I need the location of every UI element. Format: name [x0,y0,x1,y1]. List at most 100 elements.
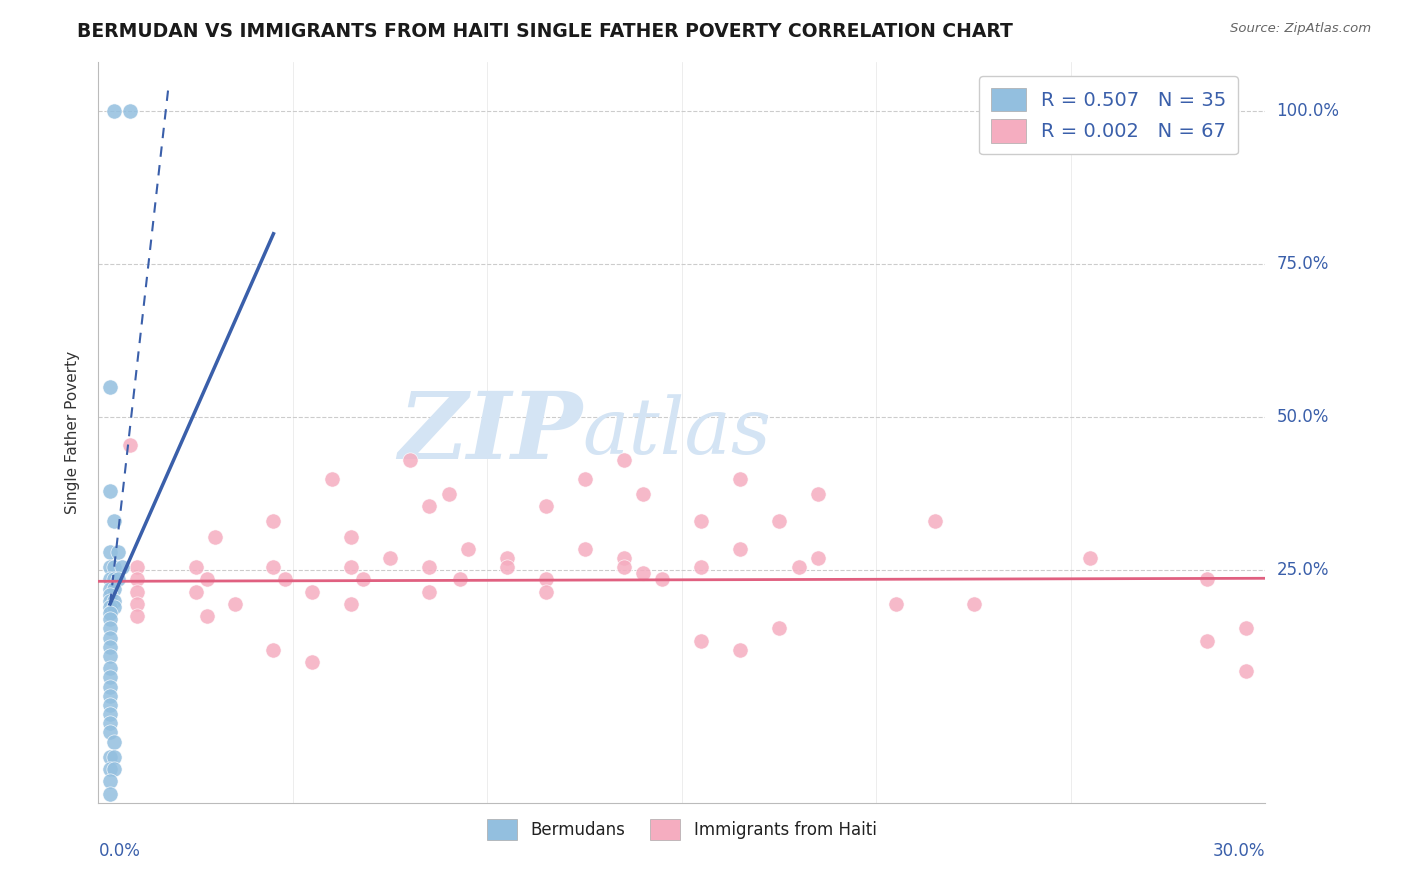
Point [1195,633,1218,648]
Point [98,787,121,801]
Point [1195,573,1218,587]
Point [924,514,946,528]
Point [98,599,121,614]
Point [631,487,654,501]
Point [613,560,636,574]
Point [534,499,557,513]
Point [574,541,596,556]
Point [613,453,636,467]
Point [195,573,218,587]
Point [127,597,149,611]
Point [98,622,121,636]
Point [98,661,121,675]
Point [613,551,636,566]
Point [1274,566,1296,581]
Point [449,573,471,587]
Text: BERMUDAN VS IMMIGRANTS FROM HAITI SINGLE FATHER POVERTY CORRELATION CHART: BERMUDAN VS IMMIGRANTS FROM HAITI SINGLE… [77,22,1014,41]
Point [884,597,907,611]
Point [340,597,363,611]
Point [301,655,323,669]
Point [690,560,713,574]
Point [127,573,149,587]
Point [418,584,440,599]
Point [98,612,121,626]
Point [103,599,125,614]
Point [1234,622,1257,636]
Point [224,597,246,611]
Point [98,774,121,789]
Point [98,631,121,645]
Point [184,560,207,574]
Point [1234,665,1257,679]
Point [380,551,402,566]
Point [127,584,149,599]
Point [103,594,125,608]
Point [107,545,129,559]
Point [301,584,323,599]
Point [103,104,125,119]
Point [690,514,713,528]
Point [118,104,141,119]
Y-axis label: Single Father Poverty: Single Father Poverty [65,351,80,514]
Point [111,560,134,574]
Point [98,762,121,776]
Point [195,609,218,624]
Point [262,643,284,657]
Text: ZIP: ZIP [398,388,582,477]
Text: Source: ZipAtlas.com: Source: ZipAtlas.com [1230,22,1371,36]
Point [98,680,121,694]
Point [98,594,121,608]
Point [98,750,121,764]
Point [98,573,121,587]
Point [534,584,557,599]
Point [787,560,810,574]
Point [730,643,752,657]
Point [103,734,125,748]
Text: 75.0%: 75.0% [1277,255,1329,273]
Point [631,566,654,581]
Text: 0.0%: 0.0% [98,842,141,860]
Point [457,541,479,556]
Point [98,670,121,684]
Point [690,633,713,648]
Text: 50.0%: 50.0% [1277,409,1329,426]
Point [730,471,752,485]
Point [340,560,363,574]
Point [98,545,121,559]
Text: 25.0%: 25.0% [1277,561,1329,579]
Point [418,560,440,574]
Point [98,483,121,498]
Point [274,573,297,587]
Point [730,541,752,556]
Point [574,471,596,485]
Point [98,582,121,596]
Point [98,698,121,712]
Point [184,584,207,599]
Point [98,588,121,602]
Point [262,560,284,574]
Point [807,551,830,566]
Point [98,640,121,654]
Point [496,560,519,574]
Point [98,560,121,574]
Point [496,551,519,566]
Point [204,530,226,544]
Point [127,609,149,624]
Point [127,560,149,574]
Point [103,573,125,587]
Point [118,438,141,452]
Point [807,487,830,501]
Point [340,530,363,544]
Point [103,560,125,574]
Text: 30.0%: 30.0% [1213,842,1265,860]
Point [98,689,121,703]
Point [418,499,440,513]
Point [103,514,125,528]
Point [1080,551,1102,566]
Point [768,622,790,636]
Point [98,648,121,663]
Point [398,453,420,467]
Point [98,606,121,620]
Point [768,514,790,528]
Point [103,750,125,764]
